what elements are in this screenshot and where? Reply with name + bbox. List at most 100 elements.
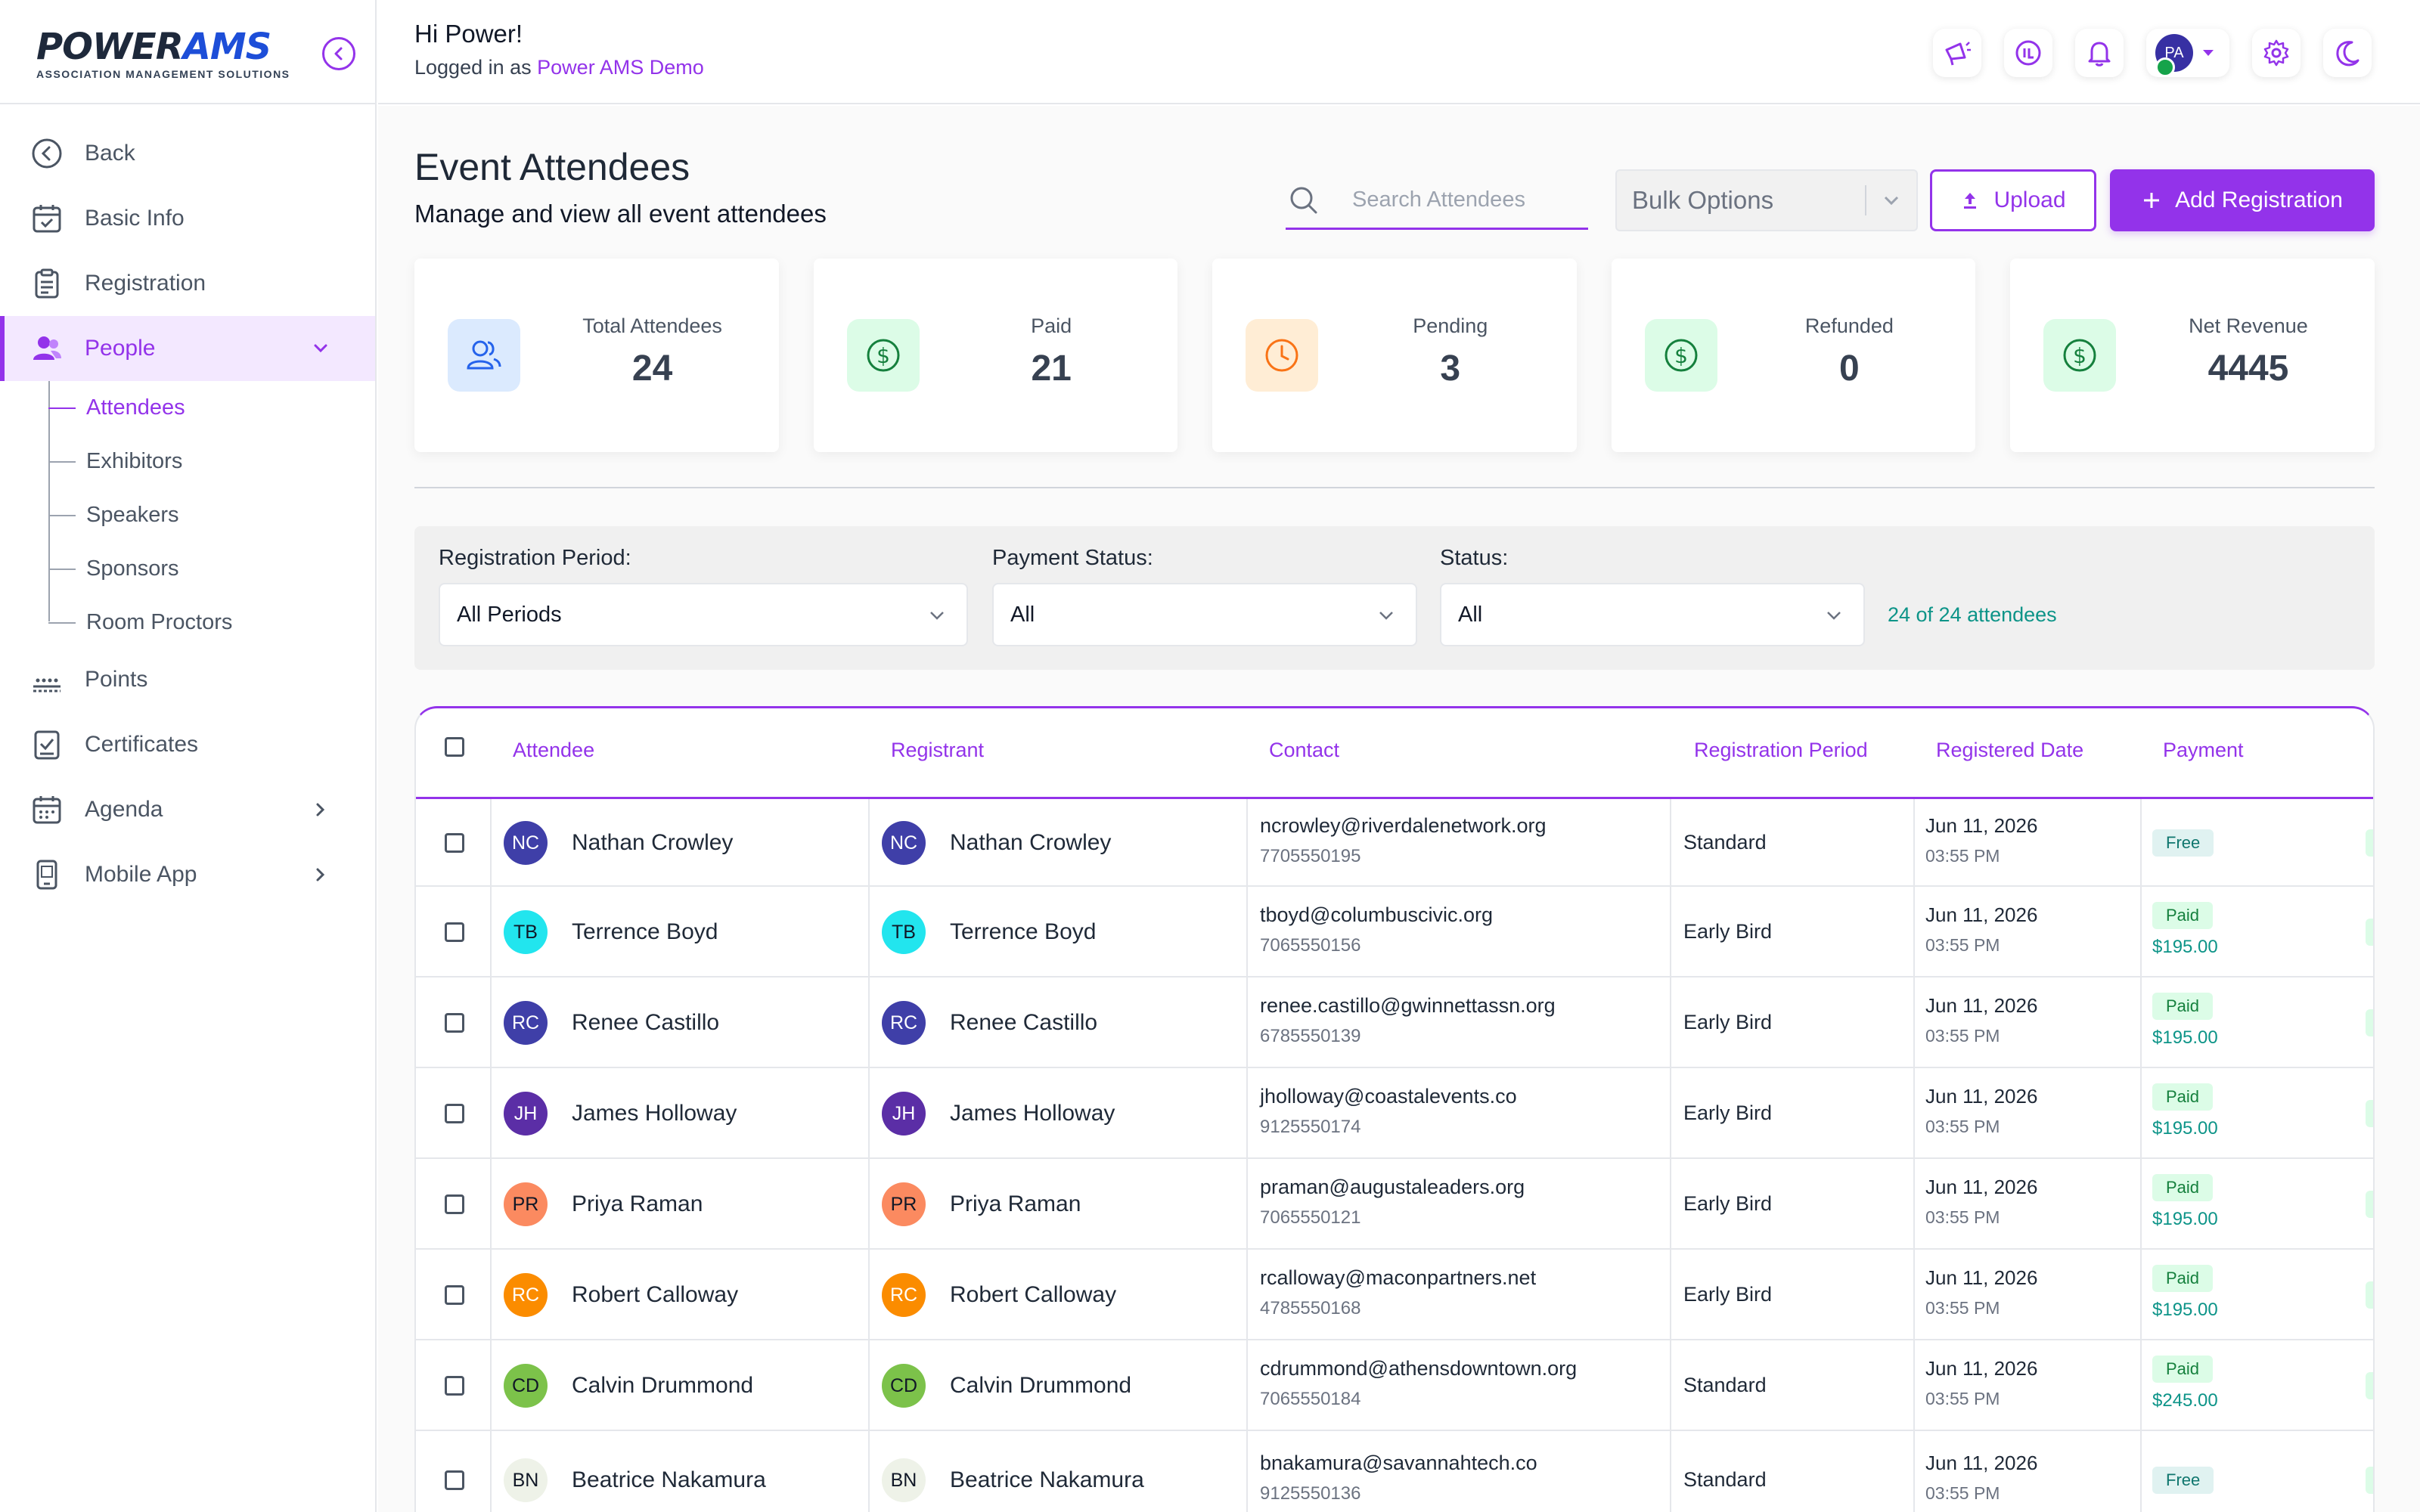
sidebar-item-people[interactable]: People [0,316,375,381]
status-select[interactable]: All [1440,583,1865,646]
contact-email[interactable]: rcalloway@maconpartners.net [1260,1266,1537,1289]
dark-mode-toggle[interactable] [2323,29,2372,77]
add-registration-button[interactable]: Add Registration [2110,169,2375,231]
subnav-item-exhibitors[interactable]: Exhibitors [0,435,375,488]
attendee-name[interactable]: Priya Raman [572,1191,703,1216]
registrant-name[interactable]: Nathan Crowley [950,830,1112,855]
table-row[interactable]: BN Beatrice Nakamura BN Beatrice Nakamura bn… [416,1431,2373,1512]
contact-email[interactable]: renee.castillo@gwinnettassn.org [1260,994,1556,1017]
table-row[interactable]: NC Nathan Crowley NC Nathan Crowley ncrowley… [416,799,2373,887]
collapse-sidebar-button[interactable] [322,37,355,70]
row-checkbox[interactable] [445,1194,464,1214]
chevron-right-icon [309,863,333,887]
stat-value: 21 [1031,349,1072,389]
sidebar-item-registration[interactable]: Registration [0,251,375,316]
registrant-name[interactable]: James Holloway [950,1101,1115,1126]
sidebar-item-back[interactable]: Back [0,121,375,186]
row-checkbox[interactable] [445,922,464,942]
status-badge-partial [2366,1372,2373,1399]
registration-period: Early Bird [1683,1192,1773,1215]
contact-email[interactable]: bnakamura@savannahtech.co [1260,1452,1537,1474]
payment-badge: Paid [2152,993,2214,1020]
payment-status-select[interactable]: All [992,583,1417,646]
column-header-registered-date[interactable]: Registered Date [1936,739,2084,761]
status-badge-partial [2366,1281,2373,1309]
attendee-name[interactable]: Calvin Drummond [572,1373,754,1398]
status-badge-partial [2366,1009,2373,1036]
row-checkbox[interactable] [445,1376,464,1396]
logged-in-org-link[interactable]: Power AMS Demo [537,56,704,79]
filter-label: Payment Status: [992,546,1153,570]
search-attendees[interactable]: Search Attendees [1286,172,1588,230]
sidebar-item-certificates[interactable]: Certificates [0,712,375,777]
bulk-options-select[interactable]: Bulk Options [1615,169,1918,231]
top-header: Hi Power! Logged in as Power AMS Demo PA [378,0,2420,104]
contact-email[interactable]: cdrummond@athensdowntown.org [1260,1357,1578,1380]
attendee-name[interactable]: Nathan Crowley [572,830,734,855]
subnav-item-attendees[interactable]: Attendees [0,381,375,435]
column-header-attendee[interactable]: Attendee [513,739,595,761]
attendee-name[interactable]: Beatrice Nakamura [572,1467,766,1492]
sidebar-item-points[interactable]: Points [0,647,375,712]
attendee-name[interactable]: Terrence Boyd [572,919,718,944]
row-checkbox[interactable] [445,1013,464,1033]
contact-email[interactable]: praman@augustaleaders.org [1260,1176,1525,1198]
table-row[interactable]: CD Calvin Drummond CD Calvin Drummond cdrumm… [416,1340,2373,1431]
row-checkbox[interactable] [445,833,464,853]
stat-value: 4445 [2207,349,2289,389]
avatar: JH [882,1092,926,1136]
stat-label: Total Attendees [582,314,722,337]
contact-phone: 7065550184 [1260,1389,1361,1409]
column-header-contact[interactable]: Contact [1269,739,1340,761]
table-row[interactable]: JH James Holloway JH James Holloway jhollowa… [416,1068,2373,1159]
table-row[interactable]: RC Robert Calloway RC Robert Calloway rcallo… [416,1250,2373,1340]
contact-email[interactable]: tboyd@columbuscivic.org [1260,903,1494,926]
sidebar-item-mobile-app[interactable]: Mobile App [0,842,375,907]
attendee-name[interactable]: James Holloway [572,1101,737,1126]
subnav-item-speakers[interactable]: Speakers [0,488,375,542]
registrant-name[interactable]: Renee Castillo [950,1010,1098,1035]
registrant-name[interactable]: Terrence Boyd [950,919,1097,944]
megaphone-icon [1945,42,1971,66]
table-row[interactable]: RC Renee Castillo RC Renee Castillo renee.ca… [416,978,2373,1068]
column-header-payment[interactable]: Payment [2163,739,2244,761]
registrant-name[interactable]: Robert Calloway [950,1282,1117,1307]
select-value: All Periods [457,602,562,627]
subnav-item-room-proctors[interactable]: Room Proctors [0,596,375,649]
contact-email[interactable]: ncrowley@riverdalenetwork.org [1260,814,1547,837]
row-checkbox[interactable] [445,1104,464,1123]
registrant-name[interactable]: Calvin Drummond [950,1373,1132,1398]
attendee-name[interactable]: Robert Calloway [572,1282,739,1307]
registered-time: 03:55 PM [1925,935,2000,955]
notifications-button[interactable] [2075,29,2124,77]
announcements-button[interactable] [1933,29,1981,77]
row-checkbox[interactable] [445,1470,464,1490]
table-row[interactable]: TB Terrence Boyd TB Terrence Boyd tboyd@colu… [416,887,2373,978]
attendee-name[interactable]: Renee Castillo [572,1010,720,1035]
column-header-registrant[interactable]: Registrant [891,739,985,761]
moon-icon [2336,41,2360,67]
column-header-registration-period[interactable]: Registration Period [1694,739,1868,761]
table-row[interactable]: PR Priya Raman PR Priya Raman praman@augusta… [416,1159,2373,1250]
sidebar-item-basic-info[interactable]: Basic Info [0,186,375,251]
chevron-down-icon [930,612,944,620]
registration-period-select[interactable]: All Periods [439,583,968,646]
timezone-button[interactable] [2004,29,2052,77]
registrant-name[interactable]: Beatrice Nakamura [950,1467,1144,1492]
select-all-checkbox[interactable] [445,737,464,757]
upload-button[interactable]: Upload [1930,169,2096,231]
user-menu[interactable]: PA [2146,29,2229,77]
avatar: BN [882,1458,926,1502]
certificate-icon [30,728,64,761]
subnav-item-label: Room Proctors [86,610,233,634]
people-icon [30,332,64,365]
row-checkbox[interactable] [445,1285,464,1305]
settings-button[interactable] [2252,29,2301,77]
logo[interactable]: POWERAMS ASSOCIATION MANAGEMENT SOLUTION… [36,27,290,80]
filters-panel: Registration Period: All Periods Payment… [414,526,2375,670]
sidebar-item-agenda[interactable]: Agenda [0,777,375,842]
subnav-item-sponsors[interactable]: Sponsors [0,542,375,596]
chevron-down-icon [309,336,333,361]
contact-email[interactable]: jholloway@coastalevents.co [1260,1085,1517,1108]
registrant-name[interactable]: Priya Raman [950,1191,1081,1216]
